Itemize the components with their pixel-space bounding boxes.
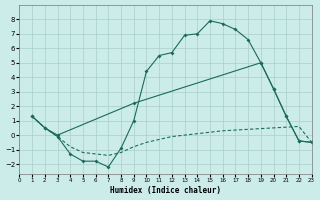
X-axis label: Humidex (Indice chaleur): Humidex (Indice chaleur) <box>110 186 221 195</box>
